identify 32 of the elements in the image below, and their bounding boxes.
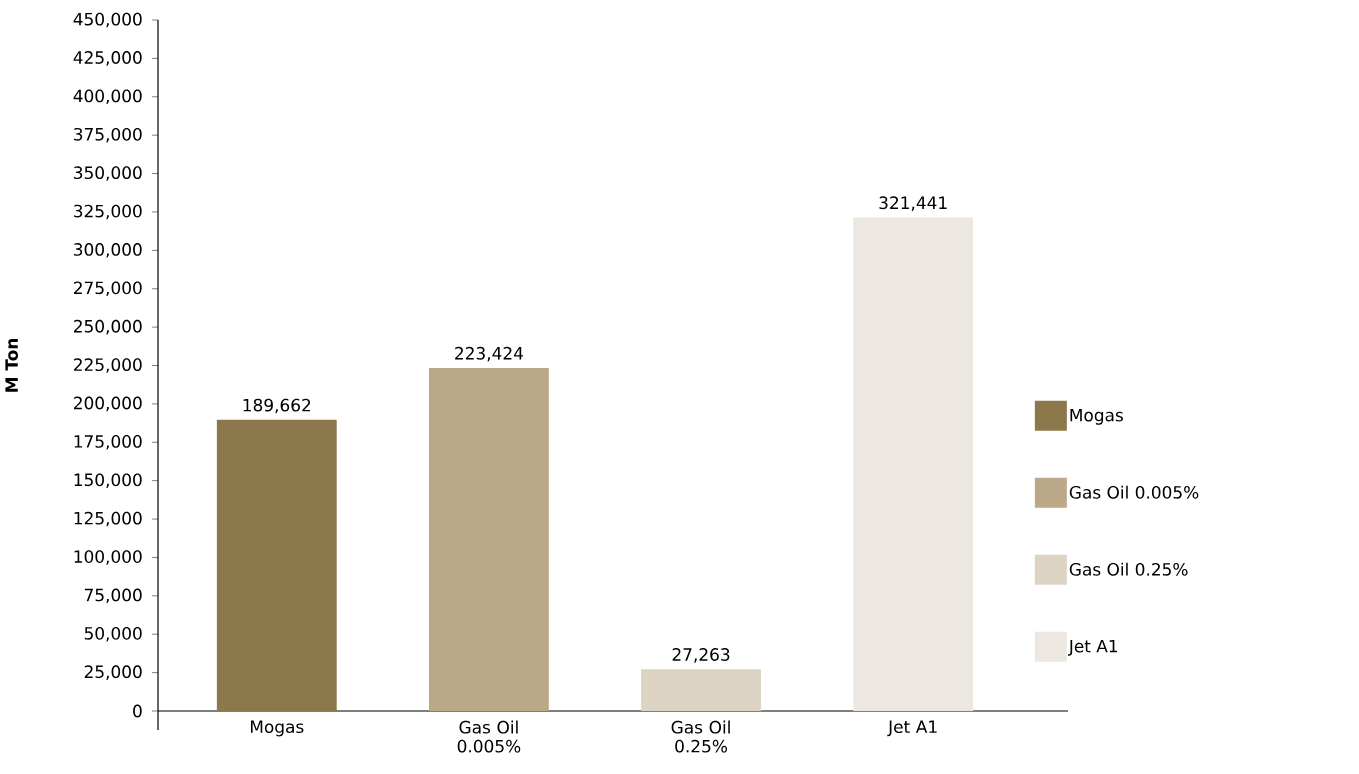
y-tick-label: 225,000 — [74, 358, 142, 373]
data-label: 223,424 — [455, 346, 523, 362]
y-tick-label: 125,000 — [74, 511, 142, 527]
data-label: 27,263 — [672, 648, 730, 663]
y-tick-label: 75,000 — [84, 588, 142, 604]
y-tick-label: 250,000 — [74, 319, 142, 335]
y-tick-label: 325,000 — [74, 204, 142, 220]
y-axis-title: M Ton — [5, 338, 18, 392]
legend-label: Jet A1 — [1067, 639, 1118, 656]
y-tick-label: 25,000 — [84, 665, 142, 680]
y-tick-label: 300,000 — [74, 243, 142, 258]
x-tick-label: Jet A1 — [887, 720, 937, 737]
legend-label: Gas Oil 0.005% — [1069, 485, 1199, 499]
y-tick-label: 200,000 — [74, 396, 142, 412]
y-tick-label: 100,000 — [74, 550, 142, 565]
data-label: 321,441 — [879, 196, 947, 211]
legend-label: Mogas — [1070, 408, 1123, 425]
y-tick-label: 375,000 — [74, 127, 142, 143]
y-tick-label: 350,000 — [74, 166, 142, 181]
legend-label: Gas Oil 0.25% — [1069, 562, 1188, 576]
y-tick-label: 175,000 — [74, 435, 142, 450]
y-tick-label: 275,000 — [74, 281, 142, 296]
y-tick-label: 425,000 — [73, 51, 142, 66]
y-tick-label: 50,000 — [84, 626, 142, 642]
y-tick-label: 150,000 — [74, 473, 142, 488]
y-tick-label: 0 — [133, 704, 142, 718]
y-tick-label: 450,000 — [73, 12, 142, 28]
x-tick-label: Gas Oil 0.005% — [457, 720, 521, 753]
y-tick-label: 400,000 — [73, 89, 142, 105]
data-label: 189,662 — [243, 398, 311, 414]
x-tick-label: Gas Oil 0.25% — [671, 720, 730, 753]
x-tick-label: Mogas — [250, 720, 304, 737]
